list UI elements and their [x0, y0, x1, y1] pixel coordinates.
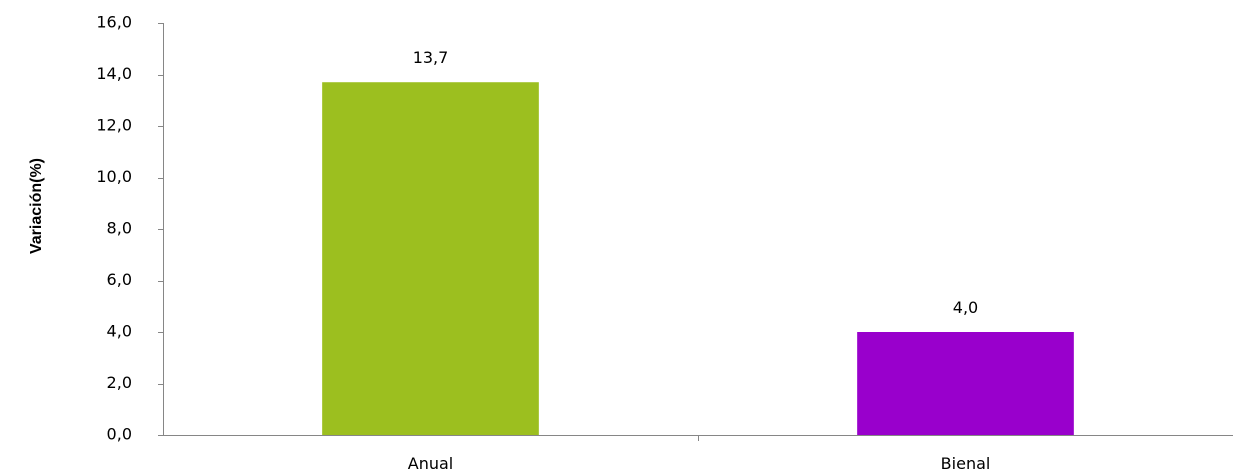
- y-tick-label: 16,0: [96, 13, 132, 32]
- x-tick-label-bienal: Bienal: [941, 454, 991, 473]
- data-label-bienal: 4,0: [953, 298, 978, 317]
- bar-bienal: [857, 332, 1074, 435]
- y-tick-label: 8,0: [107, 219, 132, 238]
- data-label-anual: 13,7: [413, 48, 449, 67]
- y-tick-label: 2,0: [107, 373, 132, 392]
- data-labels: 13,7 4,0: [413, 48, 979, 317]
- y-axis-title: Variación(%): [28, 158, 45, 254]
- y-tick-label: 0,0: [107, 425, 132, 444]
- x-tick-label-anual: Anual: [408, 454, 453, 473]
- y-tick-label: 10,0: [96, 167, 132, 186]
- y-tick-label: 6,0: [107, 270, 132, 289]
- y-axis-ticks: 0,0 2,0 4,0 6,0 8,0 10,0 12,0 14,0 16,0: [96, 13, 163, 444]
- y-tick-label: 12,0: [96, 116, 132, 135]
- y-tick-label: 4,0: [107, 322, 132, 341]
- bar-series: [322, 82, 1074, 435]
- bar-anual: [322, 82, 539, 435]
- x-axis-tick-labels: Anual Bienal: [408, 454, 991, 473]
- y-tick-label: 14,0: [96, 64, 132, 83]
